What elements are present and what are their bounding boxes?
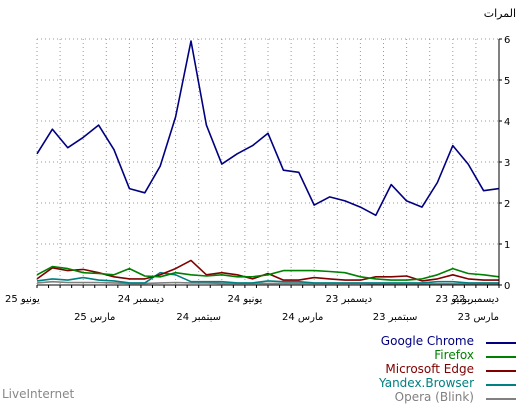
y-tick-label: 4: [504, 117, 510, 128]
series-line: [36, 271, 499, 284]
series-line: [36, 259, 499, 282]
legend-swatch-edge: [486, 370, 516, 372]
series-line: [36, 265, 500, 281]
x-tick-label: يونيو 25: [5, 294, 40, 305]
legend-label-firefox: Firefox: [434, 348, 474, 362]
legend-label-opera: Opera (Blink): [394, 390, 474, 404]
y-tick-label: 1: [504, 240, 510, 251]
line-chart: 0 1 2 3 4 5 6 يونيو 25 ديسمبر 24 يونيو 24 ديسمبر …: [5, 35, 510, 323]
legend-swatch-yandex: [486, 384, 516, 386]
legend-label-edge: Microsoft Edge: [385, 362, 474, 376]
x-tick-label: مارس 24: [282, 312, 323, 323]
x-tick-label: مارس 25: [74, 312, 115, 323]
y-tick-label: 2: [504, 199, 510, 210]
x-tick-label: ديسمبر 23: [326, 294, 372, 305]
series-line: [36, 280, 499, 285]
y-tick-label: 6: [504, 35, 510, 46]
y-tick-label: 5: [504, 76, 510, 87]
x-tick-label: ديسمبر 24: [118, 294, 164, 305]
footer-brand: LiveInternet: [2, 387, 75, 401]
legend-swatch-opera: [486, 398, 516, 400]
x-tick-labels: يونيو 25 ديسمبر 24 يونيو 24 ديسمبر 23 يونيو …: [5, 294, 499, 323]
y-tick-labels: 0 1 2 3 4 5 6: [504, 35, 510, 292]
y-tick-label: 0: [504, 281, 510, 292]
x-tick-label: سبتمبر 23: [373, 312, 418, 323]
x-tick-label: ديسمبر 22: [453, 294, 499, 305]
x-tick-label: مارس 23: [458, 312, 499, 323]
y-axis-title: المرات: [483, 7, 516, 20]
legend-swatch-firefox: [486, 356, 516, 358]
legend-label-yandex: Yandex.Browser: [379, 376, 474, 390]
x-tick-label: يونيو 23: [435, 294, 470, 305]
series-line: [36, 40, 500, 217]
chart-series: [36, 40, 500, 285]
chart-grid: [36, 38, 500, 285]
legend-label-chrome: Google Chrome: [380, 334, 474, 348]
legend-swatch-chrome: [486, 342, 516, 344]
x-tick-label: يونيو 24: [227, 294, 262, 305]
chart-axes: [36, 38, 502, 288]
x-tick-label: سبتمبر 24: [176, 312, 221, 323]
y-tick-label: 3: [504, 158, 510, 169]
